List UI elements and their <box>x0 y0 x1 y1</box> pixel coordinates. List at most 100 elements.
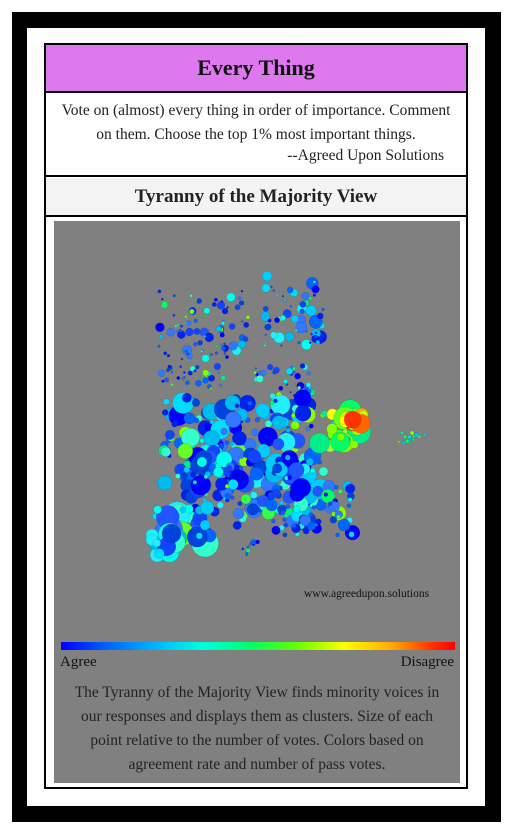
cluster-point[interactable] <box>285 427 291 433</box>
cluster-point[interactable] <box>195 365 200 370</box>
cluster-point[interactable] <box>190 475 211 496</box>
cluster-point[interactable] <box>220 343 223 347</box>
cluster-point[interactable] <box>161 409 169 416</box>
cluster-point[interactable] <box>232 507 245 520</box>
cluster-point[interactable] <box>185 327 194 337</box>
cluster-point[interactable] <box>282 532 288 538</box>
cluster-point[interactable] <box>249 542 253 545</box>
cluster-point[interactable] <box>228 323 236 330</box>
cluster-point[interactable] <box>412 434 415 438</box>
cluster-point[interactable] <box>157 344 161 348</box>
cluster-point[interactable] <box>284 454 291 461</box>
cluster-point[interactable] <box>213 297 218 302</box>
cluster-point[interactable] <box>175 330 179 333</box>
cluster-point[interactable] <box>286 286 294 294</box>
cluster-point[interactable] <box>216 501 224 509</box>
cluster-point[interactable] <box>335 532 340 538</box>
cluster-point[interactable] <box>232 520 242 530</box>
cluster-point[interactable] <box>220 427 228 436</box>
cluster-point[interactable] <box>271 518 276 524</box>
cluster-point[interactable] <box>329 516 337 524</box>
cluster-point[interactable] <box>161 523 182 544</box>
cluster-point[interactable] <box>213 466 224 478</box>
cluster-point[interactable] <box>241 547 245 551</box>
cluster-point[interactable] <box>336 514 341 520</box>
cluster-point[interactable] <box>183 412 196 425</box>
cluster-point[interactable] <box>263 344 267 347</box>
cluster-point[interactable] <box>179 506 187 514</box>
cluster-point[interactable] <box>261 283 271 293</box>
cluster-point[interactable] <box>272 463 283 474</box>
cluster-point[interactable] <box>171 420 178 428</box>
cluster-point[interactable] <box>297 340 301 345</box>
cluster-point[interactable] <box>224 440 230 445</box>
cluster-point[interactable] <box>183 466 190 474</box>
cluster-point[interactable] <box>274 317 281 324</box>
cluster-point[interactable] <box>203 429 220 447</box>
cluster-point[interactable] <box>289 390 292 394</box>
cluster-point[interactable] <box>261 270 273 282</box>
cluster-point[interactable] <box>177 443 194 459</box>
cluster-point[interactable] <box>305 382 312 388</box>
cluster-point[interactable] <box>253 371 257 375</box>
cluster-point[interactable] <box>234 304 241 311</box>
cluster-point[interactable] <box>152 538 161 548</box>
cluster-point[interactable] <box>209 419 215 425</box>
cluster-point[interactable] <box>337 518 351 532</box>
cluster-point[interactable] <box>186 352 190 356</box>
cluster-point[interactable] <box>348 531 355 538</box>
cluster-point[interactable] <box>294 372 301 380</box>
cluster-point[interactable] <box>217 371 220 374</box>
cluster-point[interactable] <box>158 334 164 340</box>
cluster-point[interactable] <box>271 415 286 430</box>
cluster-point[interactable] <box>293 389 312 407</box>
cluster-point[interactable] <box>214 351 219 355</box>
cluster-point[interactable] <box>195 532 203 540</box>
cluster-point[interactable] <box>245 551 249 555</box>
cluster-point[interactable] <box>224 493 231 500</box>
cluster-point[interactable] <box>282 309 292 319</box>
cluster-point[interactable] <box>328 501 333 506</box>
cluster-point[interactable] <box>295 321 308 334</box>
cluster-point[interactable] <box>289 305 293 308</box>
cluster-point[interactable] <box>310 332 313 336</box>
cluster-point[interactable] <box>228 341 238 351</box>
cluster-point[interactable] <box>314 331 318 335</box>
cluster-point[interactable] <box>189 294 193 298</box>
cluster-plot[interactable] <box>54 221 460 631</box>
cluster-point[interactable] <box>269 400 275 406</box>
cluster-point[interactable] <box>193 318 198 323</box>
cluster-point[interactable] <box>215 345 218 348</box>
cluster-point[interactable] <box>248 544 251 548</box>
cluster-point[interactable] <box>178 328 182 333</box>
cluster-point[interactable] <box>290 481 303 495</box>
cluster-point[interactable] <box>264 323 272 331</box>
cluster-point[interactable] <box>203 307 211 315</box>
cluster-point[interactable] <box>423 433 427 437</box>
cluster-point[interactable] <box>157 369 166 377</box>
cluster-point[interactable] <box>241 320 244 323</box>
cluster-point[interactable] <box>273 366 280 374</box>
cluster-point[interactable] <box>216 301 226 310</box>
cluster-point[interactable] <box>246 503 259 516</box>
cluster-point[interactable] <box>405 439 410 444</box>
cluster-point[interactable] <box>255 539 260 545</box>
cluster-point[interactable] <box>285 504 291 509</box>
cluster-point[interactable] <box>239 454 244 459</box>
cluster-point[interactable] <box>334 485 339 490</box>
cluster-point[interactable] <box>254 416 261 423</box>
cluster-point[interactable] <box>294 329 298 332</box>
cluster-point[interactable] <box>306 521 316 531</box>
cluster-point[interactable] <box>271 525 281 535</box>
cluster-point[interactable] <box>265 420 273 428</box>
cluster-point[interactable] <box>264 333 267 337</box>
cluster-point[interactable] <box>312 280 316 284</box>
cluster-point[interactable] <box>237 501 243 507</box>
cluster-point[interactable] <box>250 491 258 499</box>
cluster-point[interactable] <box>413 432 420 438</box>
cluster-point[interactable] <box>193 341 198 347</box>
cluster-point[interactable] <box>290 420 300 430</box>
cluster-point[interactable] <box>213 362 222 371</box>
cluster-point[interactable] <box>153 505 162 514</box>
cluster-point[interactable] <box>271 488 281 498</box>
